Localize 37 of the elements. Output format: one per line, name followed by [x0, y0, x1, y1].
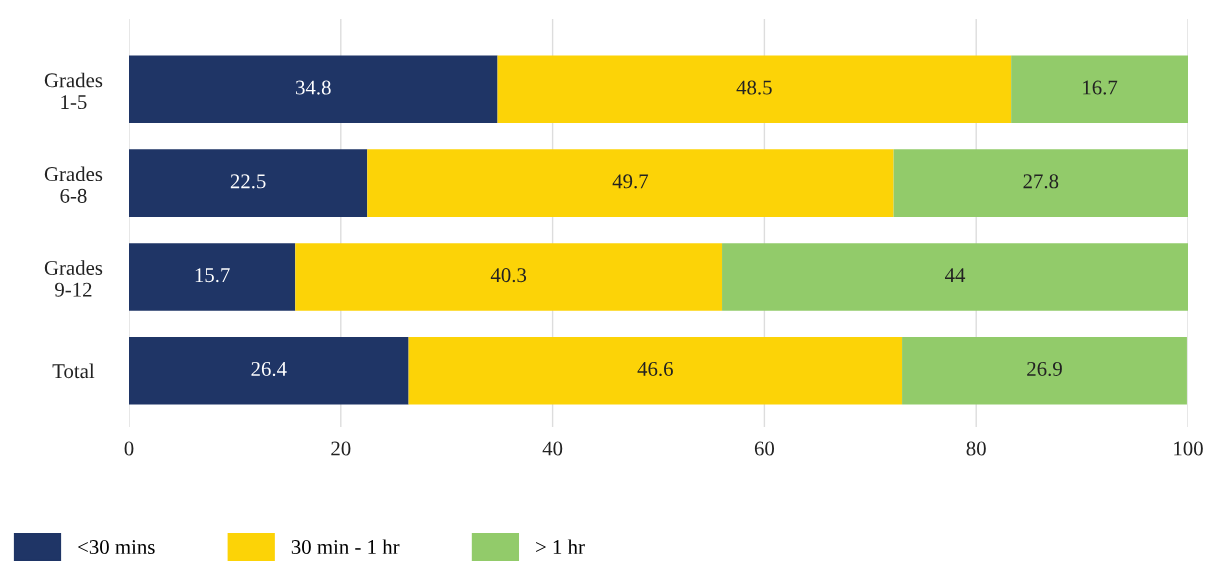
x-tick-label: 20	[331, 441, 351, 456]
data-label: 48.5	[736, 80, 772, 95]
data-label: 49.7	[612, 174, 649, 189]
legend-label: <30 mins	[78, 540, 155, 555]
data-label: 46.6	[637, 361, 673, 377]
bar	[129, 243, 296, 311]
x-tick-label: 40	[542, 441, 563, 456]
y-tick-label: Total	[52, 363, 95, 379]
bar	[367, 149, 894, 217]
bar	[129, 336, 409, 405]
data-label: 16.7	[1083, 80, 1118, 95]
bar	[722, 243, 1188, 311]
bar	[893, 149, 1188, 217]
bar	[497, 55, 1012, 124]
data-label: 34.8	[296, 80, 331, 95]
bar	[129, 55, 498, 124]
data-label: 26.4	[251, 361, 287, 377]
data-label: 26.9	[1027, 361, 1062, 377]
data-label: 27.8	[1023, 174, 1059, 189]
x-tick-label: 100	[1174, 441, 1203, 456]
legend-label: > 1 hr	[536, 539, 585, 554]
bar	[295, 243, 723, 311]
x-tick-label: 0	[124, 441, 134, 456]
y-tick-label: Grades 9-12	[44, 260, 103, 297]
data-label: 15.7	[195, 268, 230, 283]
y-tick-label: Grades 1-5	[44, 72, 103, 110]
bar	[129, 149, 368, 217]
legend-label: 30 min - 1 hr	[291, 539, 400, 555]
data-label: 44	[945, 268, 966, 282]
bar	[1011, 55, 1188, 124]
data-label: 22.5	[230, 174, 266, 189]
bar	[902, 336, 1187, 405]
data-label: 40.3	[490, 268, 527, 283]
y-tick-label: Grades 6-8	[44, 166, 103, 203]
x-tick-label: 80	[966, 441, 986, 456]
x-tick-label: 60	[754, 441, 775, 456]
bar	[408, 336, 903, 405]
